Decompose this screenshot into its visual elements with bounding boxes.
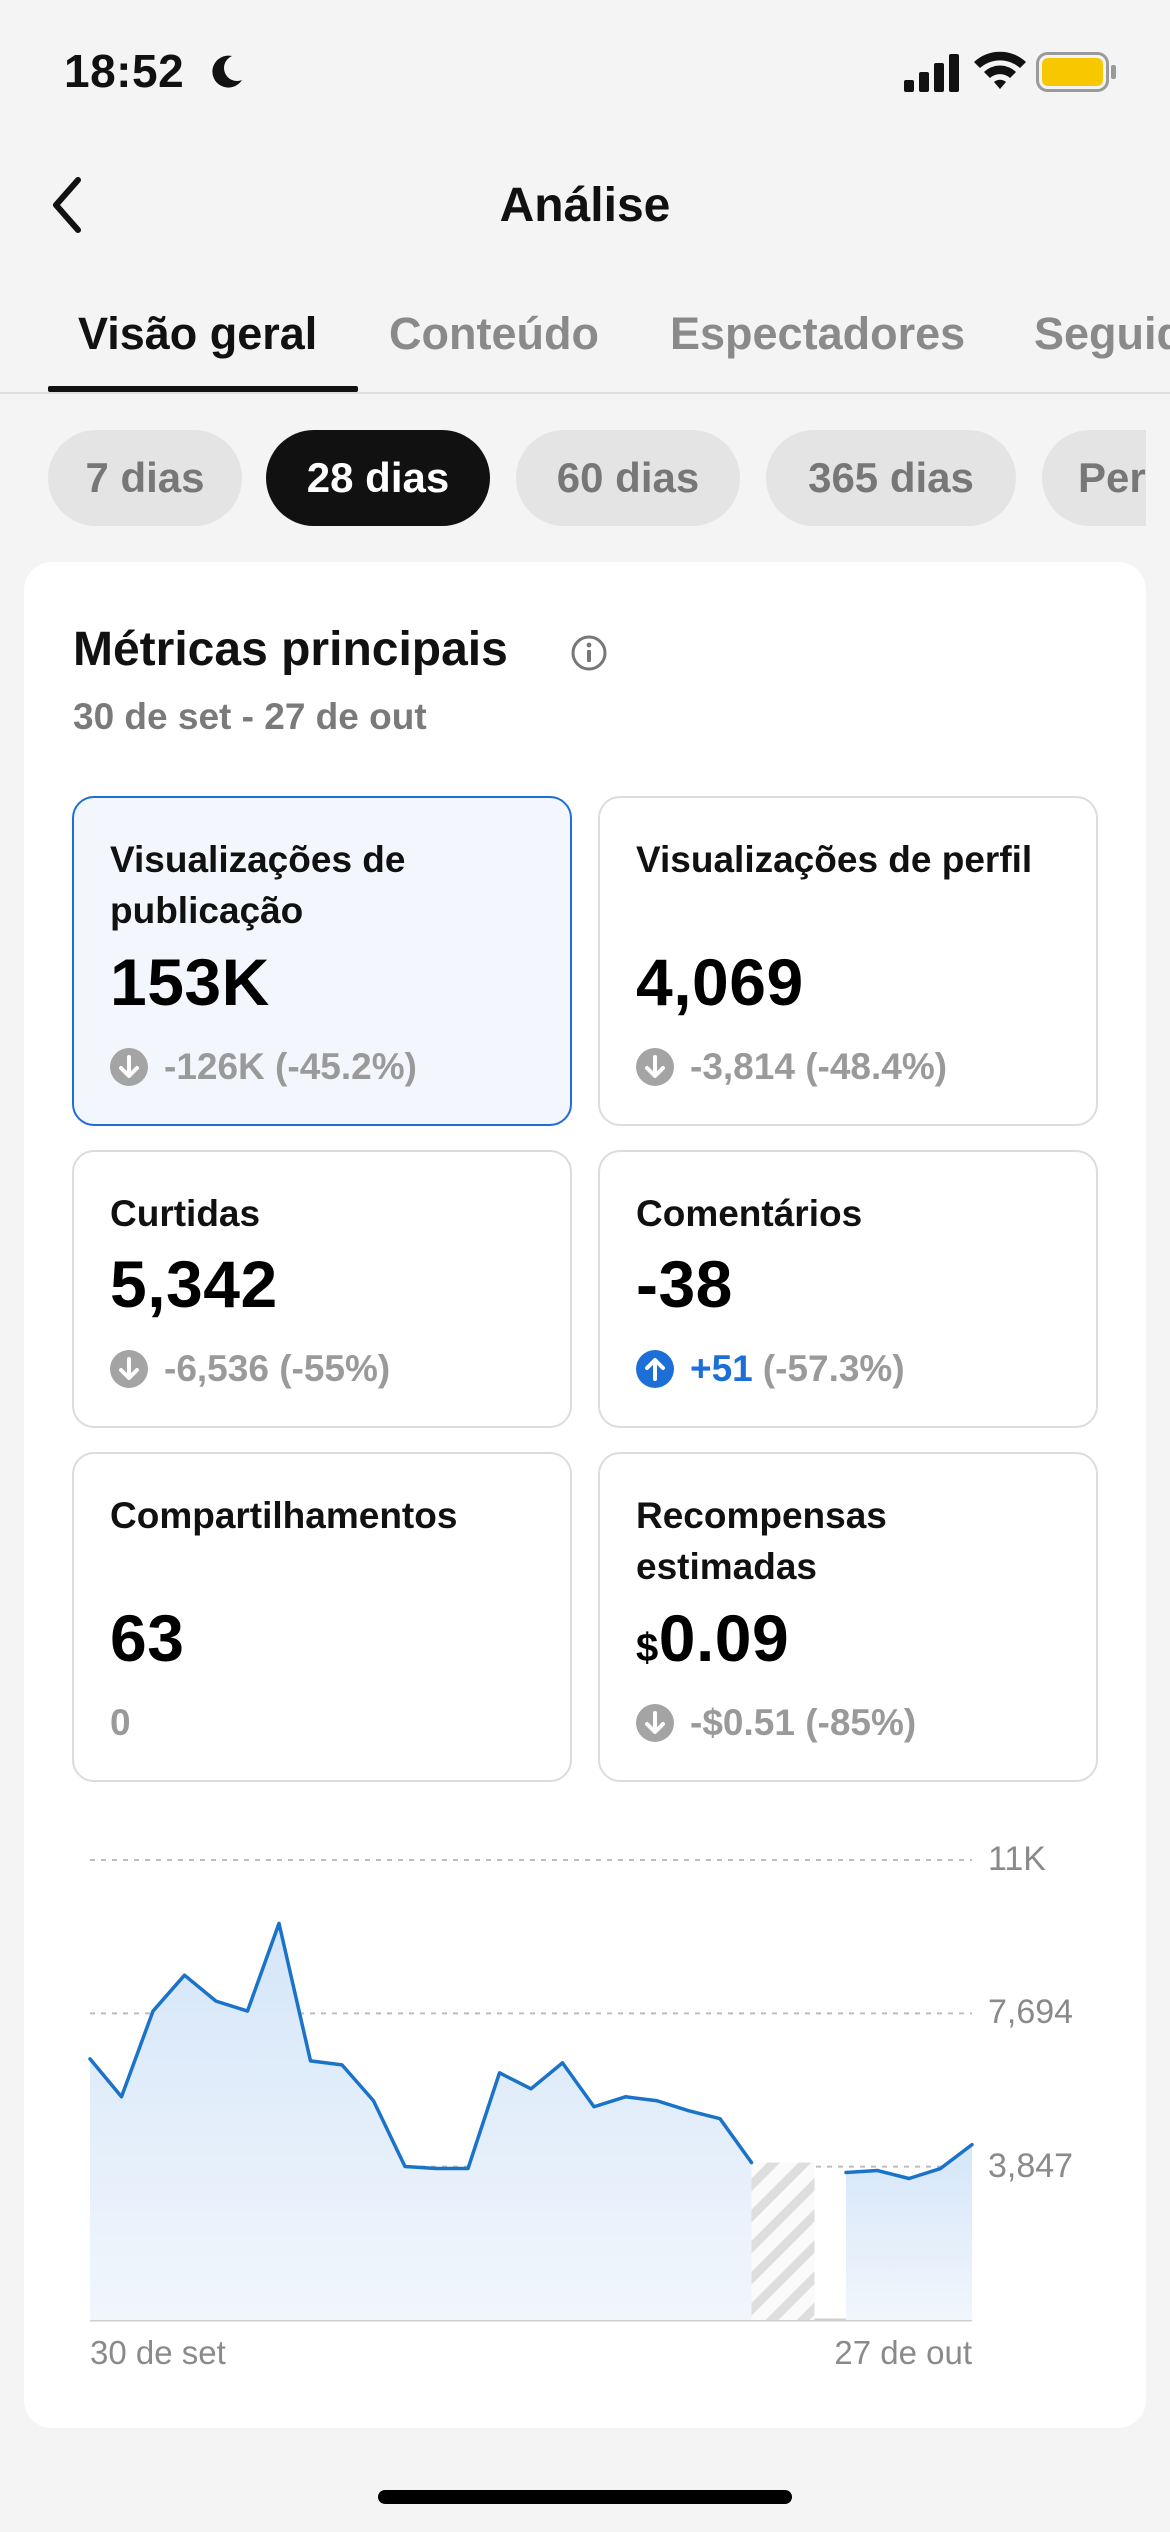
page-title: Análise	[499, 179, 671, 232]
arrow-down-circle-icon	[110, 1350, 148, 1388]
date-range-selector: 7 dias 28 dias 60 dias 365 dias Personal…	[48, 430, 1146, 526]
wifi-icon	[974, 51, 1026, 89]
series-area	[90, 1923, 752, 2320]
metric-delta-text: -6,536 (-55%)	[164, 1348, 391, 1389]
tab-overview[interactable]: Visão geral	[78, 308, 318, 359]
metric-delta-text: 0	[110, 1702, 131, 1743]
metric-delta: +51 (-57.3%)	[636, 1348, 905, 1390]
metric-likes[interactable]: Curtidas 5,342 -6,536 (-55%)	[72, 1150, 572, 1428]
metric-label: Curtidas	[110, 1193, 261, 1234]
metric-value: -38	[636, 1247, 733, 1321]
metric-value: 4,069	[636, 945, 804, 1019]
x-tick-label-start: 30 de set	[90, 2334, 226, 2371]
back-chevron-icon[interactable]	[44, 170, 92, 240]
series-line	[88, 1921, 754, 2171]
range-chip-28-days[interactable]: 28 dias	[266, 430, 490, 526]
y-tick-label: 3,847	[988, 2146, 1074, 2185]
metrics-title: Métricas principais	[73, 623, 508, 676]
metric-delta-positive: +51	[690, 1348, 753, 1389]
metric-delta: -$0.51 (-85%)	[636, 1702, 916, 1744]
metric-delta: -3,814 (-48.4%)	[636, 1046, 947, 1088]
metric-value: 63	[110, 1601, 185, 1675]
metric-delta: -6,536 (-55%)	[110, 1348, 390, 1390]
metric-post-views[interactable]: Visualizações de publicação 153K -126K (…	[72, 796, 572, 1126]
cellular-signal-icon	[904, 54, 959, 92]
metrics-date-range: 30 de set - 27 de out	[73, 696, 427, 737]
metric-value-number: 0.09	[658, 1601, 790, 1675]
battery-icon	[1036, 52, 1116, 92]
range-chip-7-days[interactable]: 7 dias	[48, 430, 242, 526]
range-chip-365-days[interactable]: 365 dias	[766, 430, 1016, 526]
metric-estimated-rewards[interactable]: Recompensas estimadas $0.09 -$0.51 (-85%…	[598, 1452, 1098, 1782]
metric-label: Recompensas estimadas	[636, 1495, 887, 1587]
metric-label: Compartilhamentos	[110, 1495, 458, 1536]
range-chip-custom[interactable]: Personalizado	[1042, 430, 1146, 526]
metric-delta-text: -3,814 (-48.4%)	[690, 1046, 948, 1087]
metric-shares[interactable]: Compartilhamentos 63 0	[72, 1452, 572, 1782]
metric-value: $0.09	[636, 1600, 789, 1676]
metric-delta-text: -126K (-45.2%)	[164, 1046, 417, 1087]
tab-content[interactable]: Conteúdo	[389, 308, 599, 359]
arrow-up-circle-icon	[636, 1350, 674, 1388]
y-tick-label: 11K	[988, 1840, 1046, 1878]
series-area	[846, 2144, 972, 2320]
chart-plot	[88, 1859, 974, 2322]
active-tab-indicator	[48, 386, 358, 392]
info-icon[interactable]	[570, 634, 608, 672]
metric-value: 153K	[110, 945, 270, 1019]
status-time: 18:52	[64, 45, 185, 97]
tab-followers[interactable]: Seguidores	[1034, 308, 1170, 359]
post-views-chart[interactable]: 11K 7,694 3,847 30 de set 27 de out	[0, 1810, 1170, 2371]
currency-symbol: $	[636, 1626, 659, 1670]
metric-profile-views[interactable]: Visualizações de perfil 4,069 -3,814 (-4…	[598, 796, 1098, 1126]
x-tick-label-end: 27 de out	[834, 2334, 972, 2371]
home-indicator	[378, 2490, 792, 2504]
pending-data-region	[751, 2162, 815, 2320]
arrow-down-circle-icon	[636, 1048, 674, 1086]
metric-value: 5,342	[110, 1247, 278, 1321]
arrow-down-circle-icon	[636, 1704, 674, 1742]
y-tick-label: 7,694	[988, 1993, 1074, 2032]
tab-viewers[interactable]: Espectadores	[670, 308, 966, 359]
metric-comments[interactable]: Comentários -38 +51 (-57.3%)	[598, 1150, 1098, 1428]
range-chip-60-days[interactable]: 60 dias	[516, 430, 740, 526]
metric-delta: 0	[110, 1702, 131, 1744]
metric-label: Comentários	[636, 1193, 863, 1234]
metric-label: Visualizações de perfil	[636, 839, 1033, 880]
metric-delta-text: (-57.3%)	[762, 1348, 905, 1389]
metric-delta: -126K (-45.2%)	[110, 1046, 417, 1088]
arrow-down-circle-icon	[110, 1048, 148, 1086]
analytics-tabs: Visão geral Conteúdo Espectadores Seguid…	[0, 290, 1170, 394]
status-bar: 18:52	[0, 0, 1170, 150]
metric-label: Visualizações de publicação	[110, 839, 406, 931]
metric-delta-text: -$0.51 (-85%)	[690, 1702, 917, 1743]
moon-icon	[212, 55, 242, 88]
